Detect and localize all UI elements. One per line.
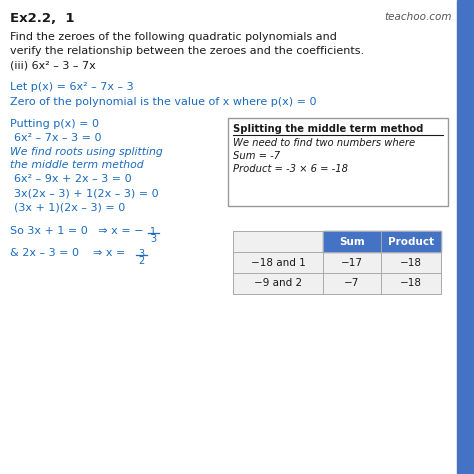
Text: Product: Product — [388, 237, 434, 246]
Text: −18: −18 — [400, 279, 422, 289]
Text: −18: −18 — [400, 257, 422, 267]
Text: Product = -3 × 6 = -18: Product = -3 × 6 = -18 — [233, 164, 348, 174]
Text: Find the zeroes of the following quadratic polynomials and: Find the zeroes of the following quadrat… — [10, 32, 337, 42]
Text: −18 and 1: −18 and 1 — [251, 257, 305, 267]
Text: verify the relationship between the zeroes and the coefficients.: verify the relationship between the zero… — [10, 46, 364, 56]
Text: 3: 3 — [138, 249, 144, 259]
Text: 6x² – 9x + 2x – 3 = 0: 6x² – 9x + 2x – 3 = 0 — [14, 174, 132, 184]
Text: Sum = -7: Sum = -7 — [233, 151, 280, 161]
Text: Let p(x) = 6x² – 7x – 3: Let p(x) = 6x² – 7x – 3 — [10, 82, 134, 92]
Text: −9 and 2: −9 and 2 — [254, 279, 302, 289]
Text: Ex2.2,  1: Ex2.2, 1 — [10, 12, 74, 25]
Text: the middle term method: the middle term method — [10, 160, 144, 170]
Text: Splitting the middle term method: Splitting the middle term method — [233, 124, 423, 134]
Text: Sum: Sum — [339, 237, 365, 246]
Text: 2: 2 — [138, 256, 144, 266]
Text: & 2x – 3 = 0    ⇒ x =: & 2x – 3 = 0 ⇒ x = — [10, 248, 126, 258]
Text: Zero of the polynomial is the value of x where p(x) = 0: Zero of the polynomial is the value of x… — [10, 97, 317, 107]
Text: 6x² – 7x – 3 = 0: 6x² – 7x – 3 = 0 — [14, 133, 101, 143]
Text: −7: −7 — [344, 279, 360, 289]
Text: teachoo.com: teachoo.com — [384, 12, 452, 22]
Text: (iii) 6x² – 3 – 7x: (iii) 6x² – 3 – 7x — [10, 60, 96, 70]
Text: So 3x + 1 = 0   ⇒ x = −: So 3x + 1 = 0 ⇒ x = − — [10, 226, 144, 236]
Text: We need to find two numbers where: We need to find two numbers where — [233, 138, 415, 148]
Text: We find roots using splitting: We find roots using splitting — [10, 147, 163, 157]
FancyBboxPatch shape — [228, 118, 448, 206]
Text: Putting p(x) = 0: Putting p(x) = 0 — [10, 119, 99, 129]
Bar — [323, 231, 441, 252]
Text: 3: 3 — [150, 234, 156, 244]
Text: (3x + 1)(2x – 3) = 0: (3x + 1)(2x – 3) = 0 — [14, 202, 125, 212]
Text: 3x(2x – 3) + 1(2x – 3) = 0: 3x(2x – 3) + 1(2x – 3) = 0 — [14, 188, 159, 198]
Bar — [457, 0, 474, 474]
Text: 1: 1 — [150, 227, 156, 237]
Text: −17: −17 — [341, 257, 363, 267]
Bar — [233, 231, 441, 294]
